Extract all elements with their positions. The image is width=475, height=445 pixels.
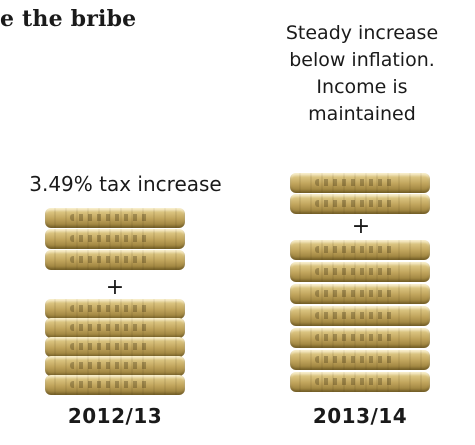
plus-sign-2012: + — [105, 275, 125, 300]
year-label-2013: 2013/14 — [312, 404, 408, 428]
coin-image — [45, 299, 185, 319]
coin-image — [290, 173, 430, 193]
coin-image — [290, 262, 430, 282]
coin-stack-2013-top — [290, 173, 430, 215]
coin-image — [290, 350, 430, 370]
coin-image — [45, 375, 185, 395]
coin-image — [290, 328, 430, 348]
coin-image — [45, 250, 185, 270]
coin-image — [45, 337, 185, 357]
tax-increase-label: 3.49% tax increase — [29, 172, 222, 196]
coin-image — [290, 240, 430, 260]
coin-image — [45, 356, 185, 376]
coin-stack-2013-bottom — [290, 240, 430, 395]
note-line-1: Steady increase — [285, 22, 439, 44]
coin-image — [290, 372, 430, 392]
plus-sign-2013: + — [351, 214, 371, 239]
coin-image — [290, 284, 430, 304]
year-label-2012: 2012/13 — [67, 404, 163, 428]
right-note: Steady increase below inflation. Income … — [252, 20, 472, 128]
note-line-3: Income is — [316, 76, 408, 98]
coin-image — [290, 194, 430, 214]
coin-stack-2012-bottom — [45, 299, 185, 395]
note-line-2: below inflation. — [289, 49, 435, 71]
coin-image — [45, 318, 185, 338]
headline: e the bribe — [0, 6, 137, 32]
coin-image — [45, 208, 185, 228]
coin-image — [45, 229, 185, 249]
coin-stack-2012-top — [45, 208, 185, 272]
note-line-4: maintained — [308, 103, 416, 125]
coin-image — [290, 306, 430, 326]
